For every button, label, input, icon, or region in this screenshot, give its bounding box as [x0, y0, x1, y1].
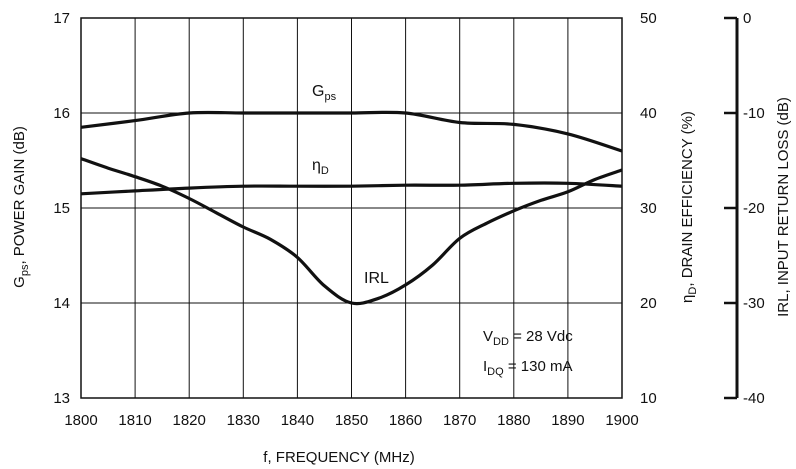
- x-tick-label: 1890: [551, 412, 584, 429]
- right-axis-efficiency-tick-labels: 10 20 30 40 50: [640, 10, 657, 407]
- efficiency-tick-label: 10: [640, 390, 657, 407]
- series-label-efficiency: ηD: [312, 157, 329, 177]
- right-axis-efficiency-title: ηD, DRAIN EFFICIENCY (%): [679, 111, 699, 303]
- efficiency-tick-label: 50: [640, 10, 657, 27]
- left-tick-label: 16: [53, 105, 70, 122]
- left-tick-label: 14: [53, 295, 70, 312]
- condition-vdd: VDD = 28 Vdc: [483, 328, 573, 348]
- x-tick-label: 1810: [118, 412, 151, 429]
- efficiency-curve: [80, 181, 623, 196]
- efficiency-tick-label: 30: [640, 200, 657, 217]
- irl-curve: [80, 157, 623, 306]
- x-tick-labels: 1800 1810 1820 1830 1840 1850 1860 1870 1880 1890…: [64, 412, 638, 429]
- irl-tick-label: -40: [743, 390, 765, 407]
- x-tick-label: 1850: [335, 412, 368, 429]
- x-tick-label: 1900: [605, 412, 638, 429]
- right-axis-irl: -40 -30 -20 -10 0: [724, 10, 765, 407]
- x-tick-label: 1880: [497, 412, 530, 429]
- series-label-gps: Gps: [312, 83, 337, 103]
- curves: [80, 110, 623, 306]
- condition-idq: IDQ = 130 mA: [483, 358, 572, 378]
- left-tick-label: 13: [53, 390, 70, 407]
- series-label-irl: IRL: [364, 270, 389, 287]
- x-tick-label: 1870: [443, 412, 476, 429]
- left-axis-title: Gps, POWER GAIN (dB): [11, 126, 31, 288]
- irl-tick-label: -20: [743, 200, 765, 217]
- x-tick-label: 1820: [173, 412, 206, 429]
- irl-tick-label: -10: [743, 105, 765, 122]
- x-tick-label: 1830: [227, 412, 260, 429]
- x-tick-label: 1840: [281, 412, 314, 429]
- irl-tick-label: -30: [743, 295, 765, 312]
- left-axis-tick-labels: 13 14 15 16 17: [53, 10, 70, 407]
- x-axis-title: f, FREQUENCY (MHz): [263, 449, 414, 466]
- x-tick-label: 1860: [389, 412, 422, 429]
- left-tick-label: 17: [53, 10, 70, 27]
- irl-tick-label: 0: [743, 10, 751, 27]
- efficiency-tick-label: 40: [640, 105, 657, 122]
- x-tick-label: 1800: [64, 412, 97, 429]
- left-tick-label: 15: [53, 200, 70, 217]
- right-axis-irl-title: IRL, INPUT RETURN LOSS (dB): [775, 97, 792, 317]
- efficiency-tick-label: 20: [640, 295, 657, 312]
- gps-curve: [80, 110, 623, 153]
